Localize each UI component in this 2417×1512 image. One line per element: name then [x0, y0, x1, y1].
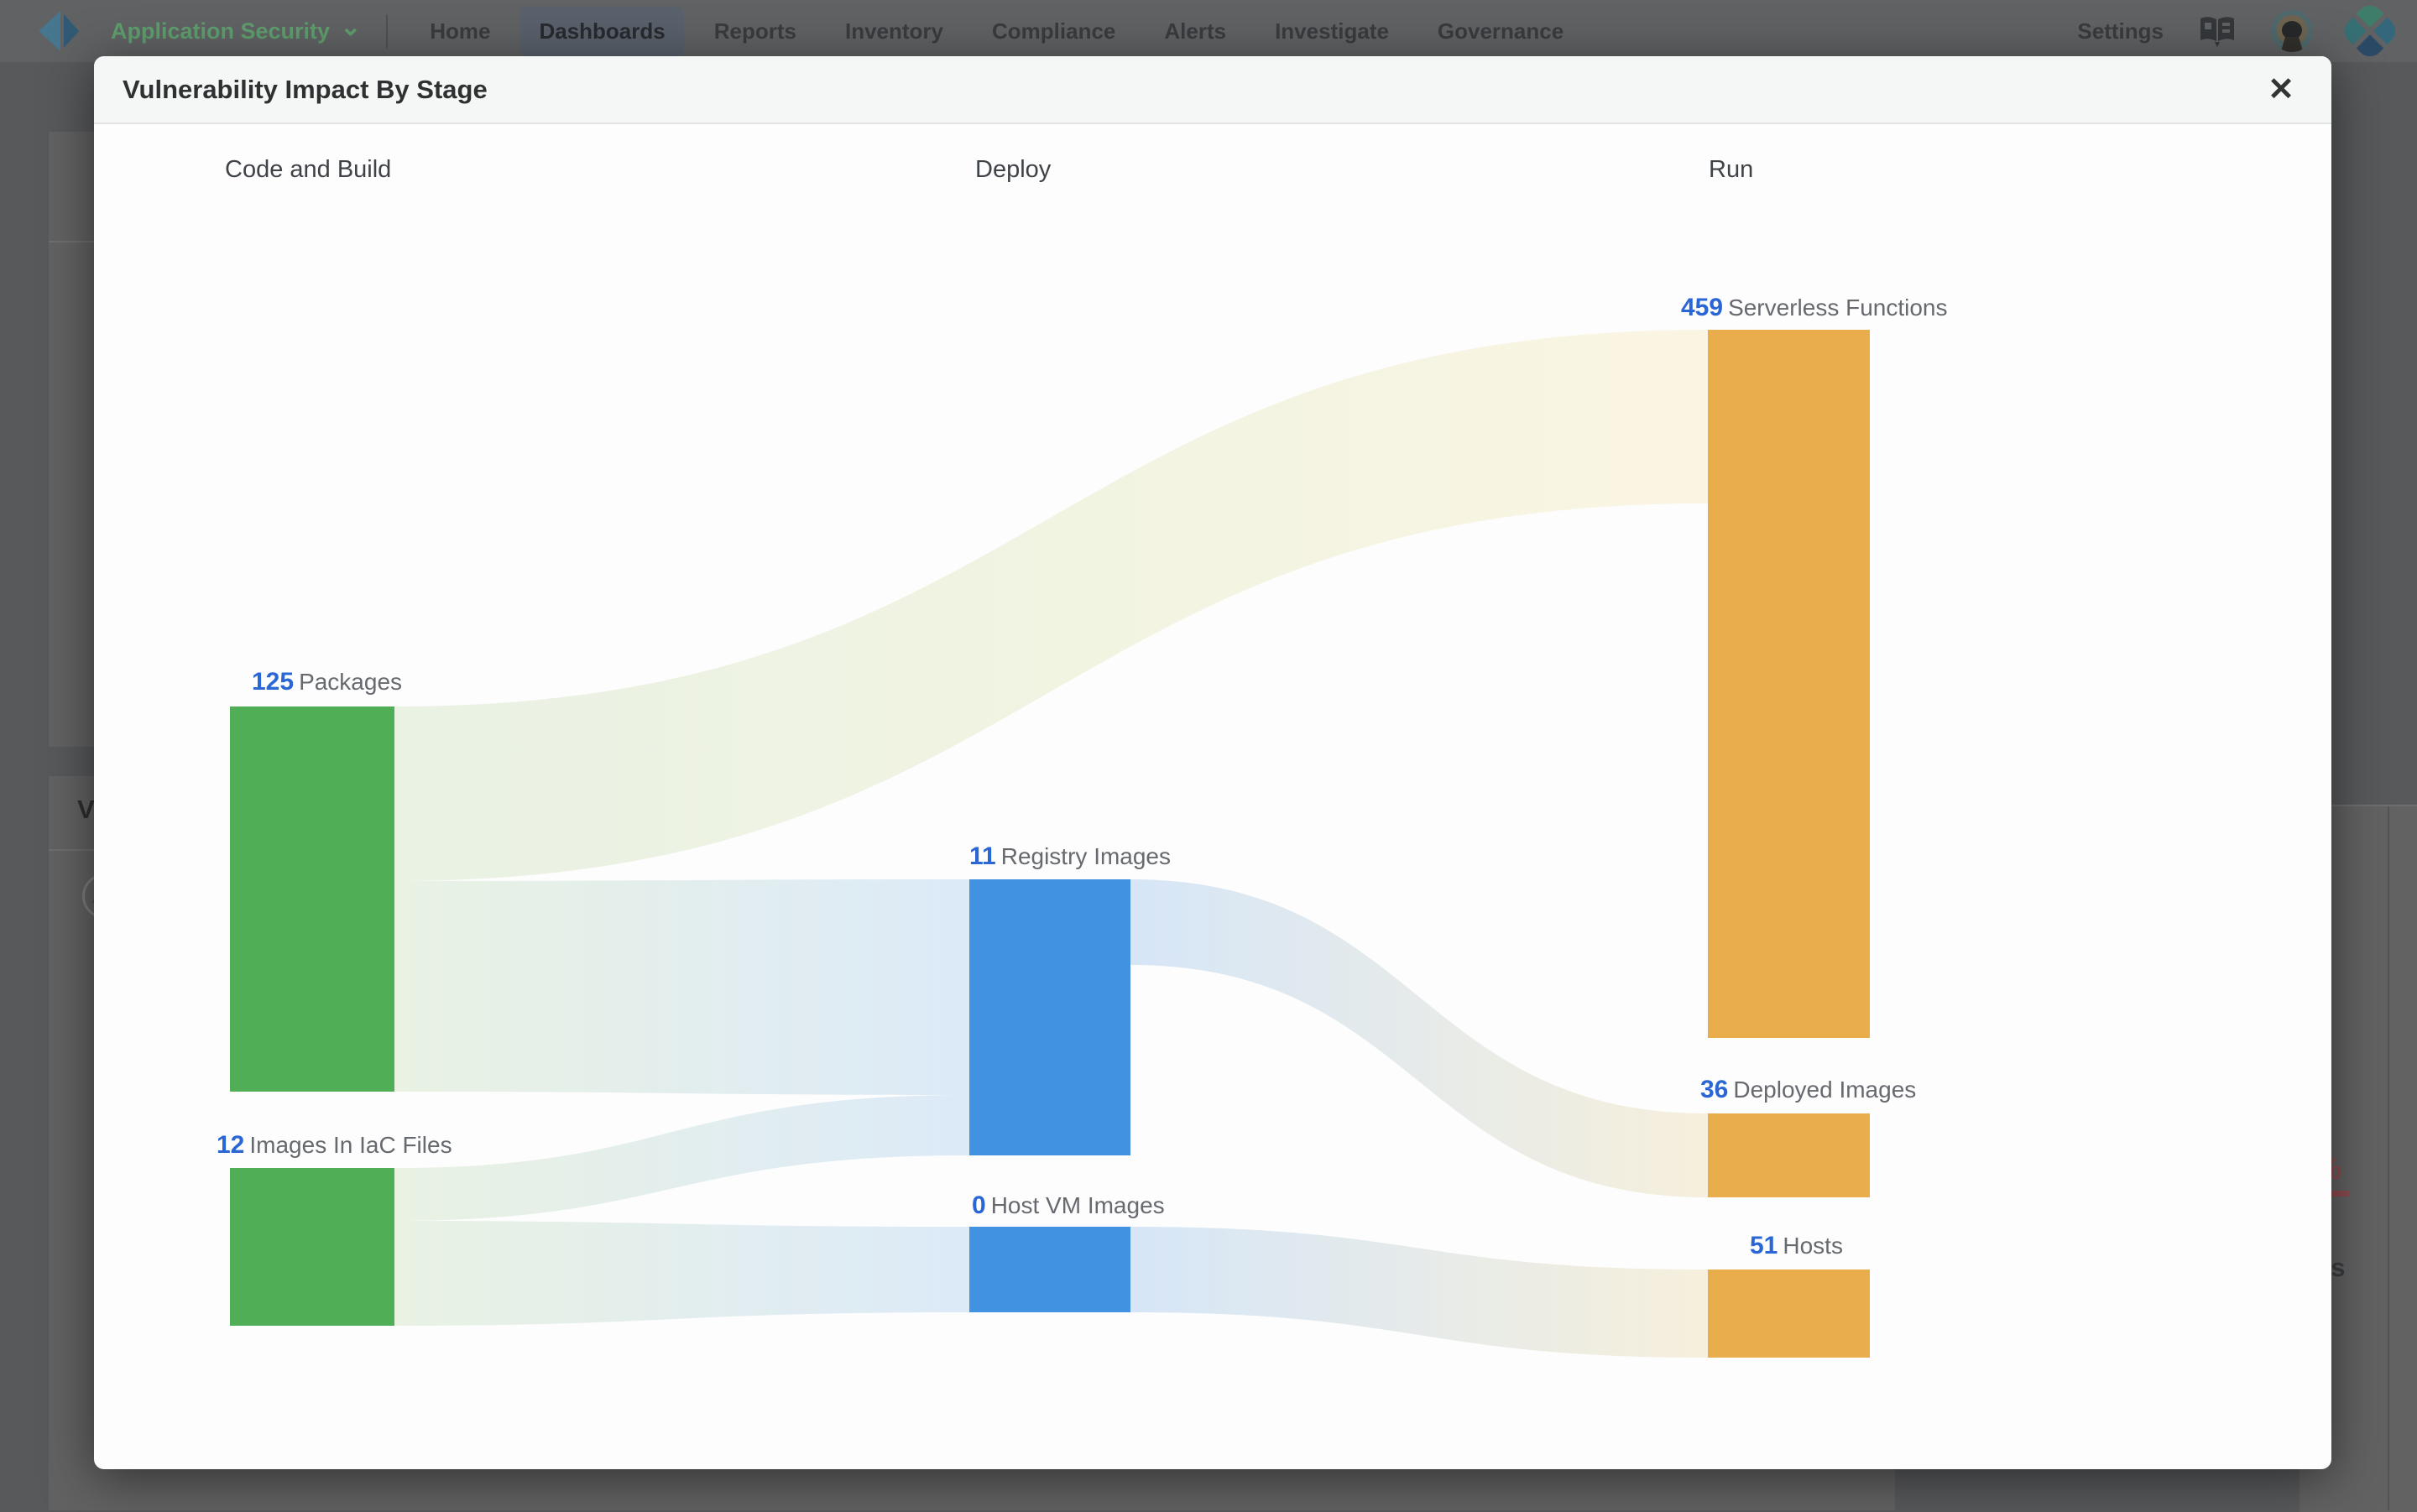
node-name: Host VM Images	[990, 1192, 1165, 1218]
node-name: Packages	[299, 669, 403, 695]
node-value: 0	[972, 1191, 986, 1219]
documentation-book-icon[interactable]	[2199, 14, 2236, 48]
module-selector-label: Application Security	[111, 18, 331, 44]
node-value: 51	[1750, 1232, 1778, 1259]
close-icon[interactable]: ✕	[2268, 71, 2294, 107]
node-value: 11	[969, 842, 996, 870]
nav-item-compliance[interactable]: Compliance	[992, 18, 1116, 44]
node-name: Images In IaC Files	[249, 1132, 452, 1158]
node-packages[interactable]	[230, 706, 394, 1092]
nav-item-dashboards[interactable]: Dashboards	[520, 6, 684, 56]
nav-item-alerts[interactable]: Alerts	[1164, 18, 1227, 44]
nav-item-home[interactable]: Home	[430, 18, 491, 44]
node-registry-images[interactable]	[969, 879, 1130, 1155]
node-deployed-images[interactable]	[1708, 1113, 1870, 1197]
node-name: Deployed Images	[1733, 1077, 1917, 1103]
nav-right-cluster: Settings	[2077, 0, 2401, 62]
label-registry-images: 11 Registry Images	[969, 842, 1171, 871]
stage-header-code-and-build: Code and Build	[225, 156, 392, 183]
settings-button[interactable]: Settings	[2077, 18, 2164, 44]
modal-title: Vulnerability Impact By Stage	[123, 74, 488, 104]
nav-items: Home Dashboards Reports Inventory Compli…	[411, 6, 1582, 56]
flow-packages-to-registry	[394, 879, 969, 1095]
node-value: 12	[217, 1131, 245, 1159]
node-value: 125	[252, 668, 295, 696]
flow-iac-to-hostvm	[394, 1221, 969, 1326]
module-selector[interactable]: Application Security ⌄	[111, 13, 362, 44]
nav-item-reports[interactable]: Reports	[713, 18, 796, 44]
node-value: 459	[1681, 294, 1724, 321]
background-column-divider	[2388, 806, 2389, 1510]
avatar-face	[2282, 21, 2302, 39]
nav-item-governance[interactable]: Governance	[1437, 18, 1564, 44]
avatar-shoulders	[2280, 37, 2304, 52]
modal-header: Vulnerability Impact By Stage ✕	[94, 56, 2331, 124]
label-host-vm-images: 0 Host VM Images	[972, 1191, 1165, 1220]
stage-header-deploy: Deploy	[975, 156, 1052, 183]
label-deployed-images: 36 Deployed Images	[1700, 1076, 1916, 1104]
node-host-vm-images[interactable]	[969, 1227, 1130, 1312]
app-logo-icon[interactable]	[35, 9, 82, 53]
stage-header-run: Run	[1709, 156, 1754, 183]
top-navbar: Application Security ⌄ Home Dashboards R…	[0, 0, 2417, 62]
node-name: Serverless Functions	[1728, 295, 1948, 321]
label-packages: 125 Packages	[252, 668, 402, 696]
hidden-card-title: V	[77, 795, 95, 824]
flow-packages-to-serverless	[394, 330, 1708, 881]
node-hosts[interactable]	[1708, 1270, 1870, 1358]
flow-iac-to-registry	[394, 1095, 969, 1221]
nav-item-inventory[interactable]: Inventory	[844, 18, 943, 44]
flow-registry-to-deployed	[1130, 879, 1708, 1197]
node-value: 36	[1700, 1076, 1729, 1103]
hidden-stat-underline	[2325, 1191, 2350, 1197]
node-images-in-iac-files[interactable]	[230, 1168, 394, 1326]
flow-hostvm-to-hosts	[1130, 1227, 1708, 1358]
label-serverless-functions: 459 Serverless Functions	[1681, 294, 1948, 322]
chevron-down-icon: ⌄	[340, 13, 362, 41]
nav-divider	[386, 14, 389, 48]
user-avatar[interactable]	[2271, 10, 2313, 52]
node-name: Hosts	[1783, 1233, 1843, 1259]
node-serverless-functions[interactable]	[1708, 330, 1870, 1038]
node-name: Registry Images	[1000, 843, 1172, 869]
label-hosts: 51 Hosts	[1750, 1232, 1843, 1260]
nav-item-investigate[interactable]: Investigate	[1275, 18, 1389, 44]
label-images-in-iac-files: 12 Images In IaC Files	[217, 1131, 452, 1160]
